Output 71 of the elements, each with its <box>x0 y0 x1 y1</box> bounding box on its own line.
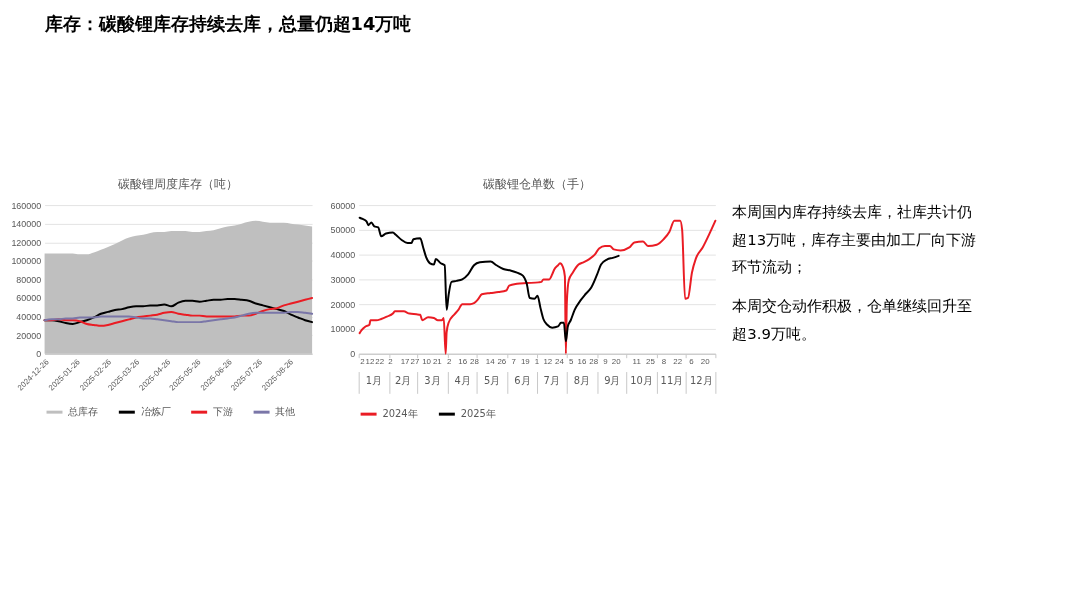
text: 库存：碳酸锂库存持续去库，总量仍超14万吨 <box>43 12 412 34</box>
x-tick-label: 6 <box>689 357 695 367</box>
y-tick-label: 160000 <box>11 200 42 211</box>
x2-tick-label: 7月 <box>543 374 560 386</box>
line-series <box>358 216 620 343</box>
x-tick-label: 19 <box>520 357 531 367</box>
x-tick-label: 8 <box>661 357 667 367</box>
y-tick-label: 40000 <box>330 250 356 261</box>
x2-tick-label: 6月 <box>514 374 531 386</box>
x-tick-label: 20 <box>700 357 711 367</box>
x2-tick-label: 12月 <box>689 374 713 386</box>
x2-tick-label: 5月 <box>483 374 501 386</box>
y-tick-label: 100000 <box>11 256 42 267</box>
y-tick-label: 60000 <box>16 293 42 304</box>
y-tick-label: 40000 <box>16 312 42 323</box>
x-tick-label: 2 <box>388 357 393 367</box>
y-tick-label: 10000 <box>330 324 356 335</box>
legend-label: 总库存 <box>67 406 99 418</box>
y-tick-label: 30000 <box>330 274 356 285</box>
legend-label: 其他 <box>275 406 296 418</box>
x-tick-label: 20 <box>611 357 622 367</box>
x-tick-label: 12 <box>365 357 375 367</box>
y-tick-label: 80000 <box>16 274 42 285</box>
x-tick-label: 10 <box>422 357 432 367</box>
legend-label: 冶炼厂 <box>140 406 171 418</box>
y-tick-label: 0 <box>36 349 42 360</box>
x-tick-label: 2 <box>360 357 365 367</box>
x-tick-label: 26 <box>497 357 507 367</box>
y-tick-label: 0 <box>350 349 356 360</box>
x2-tick-label: 1月 <box>365 374 382 386</box>
x2-tick-label: 2月 <box>395 374 412 386</box>
legend-label: 下游 <box>213 406 234 418</box>
x-tick-label: 16 <box>577 357 587 367</box>
x-tick-label: 28 <box>470 357 480 367</box>
x-tick-label: 2 <box>446 357 452 367</box>
x-tick-label: 25 <box>646 357 656 367</box>
line-series <box>358 219 717 355</box>
x-tick-label: 17 <box>400 357 410 367</box>
x2-tick-label: 11月 <box>660 374 684 386</box>
x-tick-label: 21 <box>432 357 443 367</box>
x-tick-label: 16 <box>458 357 468 367</box>
x2-tick-label: 8月 <box>573 374 591 386</box>
legend-label: 2024年 <box>382 408 418 420</box>
x-tick-label: 11 <box>632 357 642 367</box>
text: 本周交仓动作积极，仓单继续回升至超3.9万吨。 <box>732 297 973 343</box>
x2-tick-label: 9月 <box>604 374 621 386</box>
x2-tick-label: 4月 <box>454 374 471 386</box>
x-tick-label: 27 <box>410 357 420 367</box>
x-tick-label: 14 <box>485 357 496 367</box>
x-tick-label: 24 <box>555 357 565 367</box>
y-tick-label: 120000 <box>11 237 42 248</box>
x-tick-label: 28 <box>589 357 599 367</box>
x-tick-label: 1 <box>534 357 540 367</box>
legend-label: 2025年 <box>460 408 496 420</box>
y-tick-label: 60000 <box>330 200 356 211</box>
chart-title: 碳酸锂仓单数（手） <box>482 177 592 192</box>
x-tick-label: 5 <box>569 357 575 367</box>
x-tick-label: 7 <box>511 357 516 367</box>
y-tick-label: 140000 <box>11 219 42 230</box>
y-tick-label: 20000 <box>330 299 356 310</box>
text: 本周国内库存持续去库，社库共计仍超13万吨，库存主要由加工厂向下游环节流动； <box>732 202 977 277</box>
y-tick-label: 50000 <box>330 225 356 236</box>
line-series <box>43 310 314 324</box>
x-tick-label: 12 <box>543 357 553 367</box>
x-tick-label: 22 <box>673 357 683 367</box>
x-tick-label: 22 <box>375 357 385 367</box>
x-tick-label: 9 <box>603 357 609 367</box>
x2-tick-label: 3月 <box>424 374 441 386</box>
y-tick-label: 20000 <box>16 330 42 341</box>
chart-title: 碳酸锂周度库存（吨） <box>117 177 239 192</box>
x2-tick-label: 10月 <box>630 374 653 386</box>
